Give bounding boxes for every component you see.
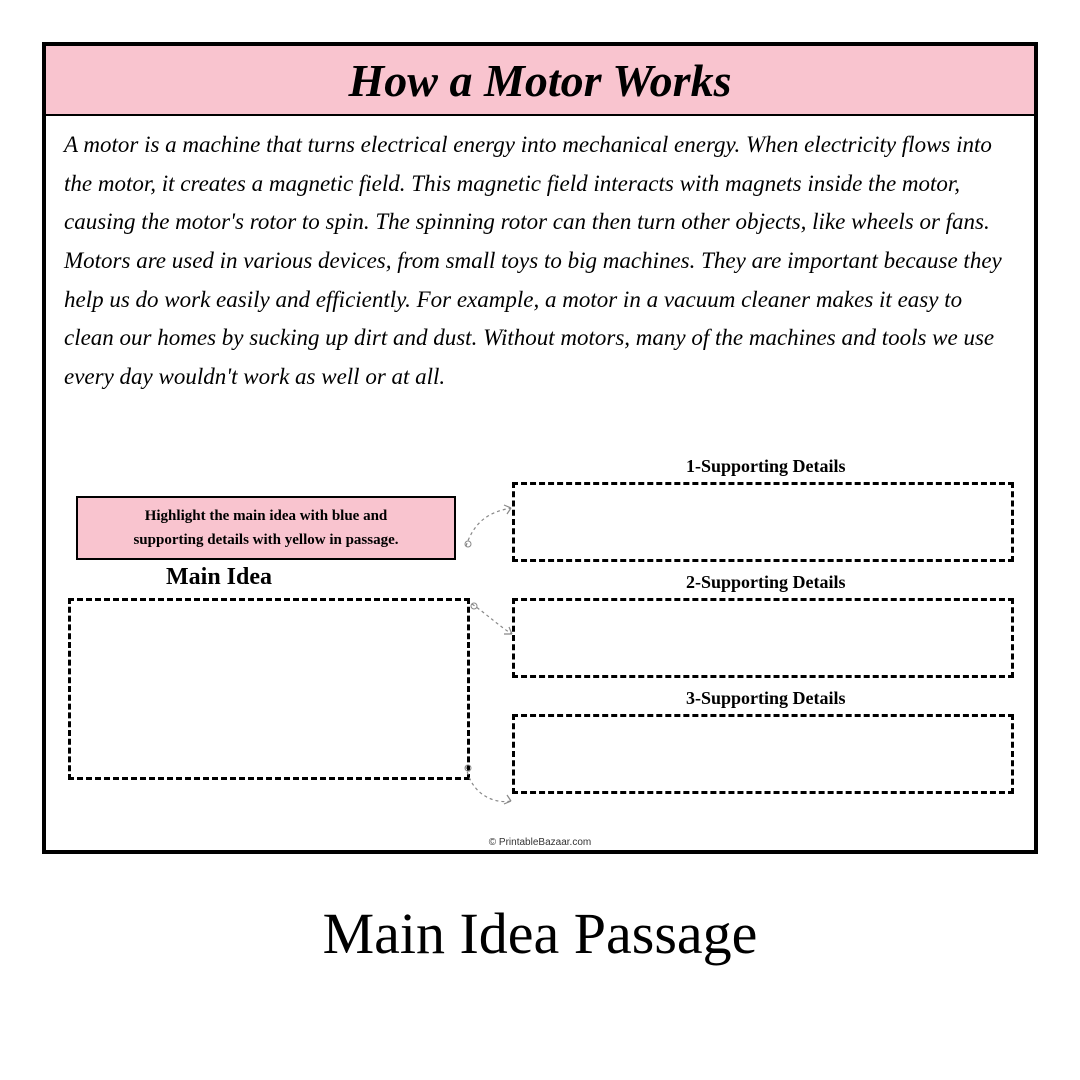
passage-text: A motor is a machine that turns electric…	[46, 116, 1034, 396]
graphic-organizer: Highlight the main idea with blue and su…	[46, 456, 1034, 846]
worksheet-title: How a Motor Works	[348, 54, 731, 107]
detail-3-label: 3-Supporting Details	[686, 688, 846, 709]
page-caption: Main Idea Passage	[0, 900, 1080, 967]
detail-1-input-box[interactable]	[512, 482, 1014, 562]
detail-1-label: 1-Supporting Details	[686, 456, 846, 477]
main-idea-label: Main Idea	[166, 564, 272, 591]
footer-credit: © PrintableBazaar.com	[489, 837, 591, 848]
detail-3-input-box[interactable]	[512, 714, 1014, 794]
worksheet-frame: How a Motor Works A motor is a machine t…	[42, 42, 1038, 854]
instruction-box: Highlight the main idea with blue and su…	[76, 496, 456, 560]
main-idea-input-box[interactable]	[68, 598, 470, 780]
instruction-line-1: Highlight the main idea with blue and	[145, 504, 388, 528]
detail-2-label: 2-Supporting Details	[686, 572, 846, 593]
title-bar: How a Motor Works	[46, 46, 1034, 116]
detail-2-input-box[interactable]	[512, 598, 1014, 678]
instruction-line-2: supporting details with yellow in passag…	[133, 528, 398, 552]
